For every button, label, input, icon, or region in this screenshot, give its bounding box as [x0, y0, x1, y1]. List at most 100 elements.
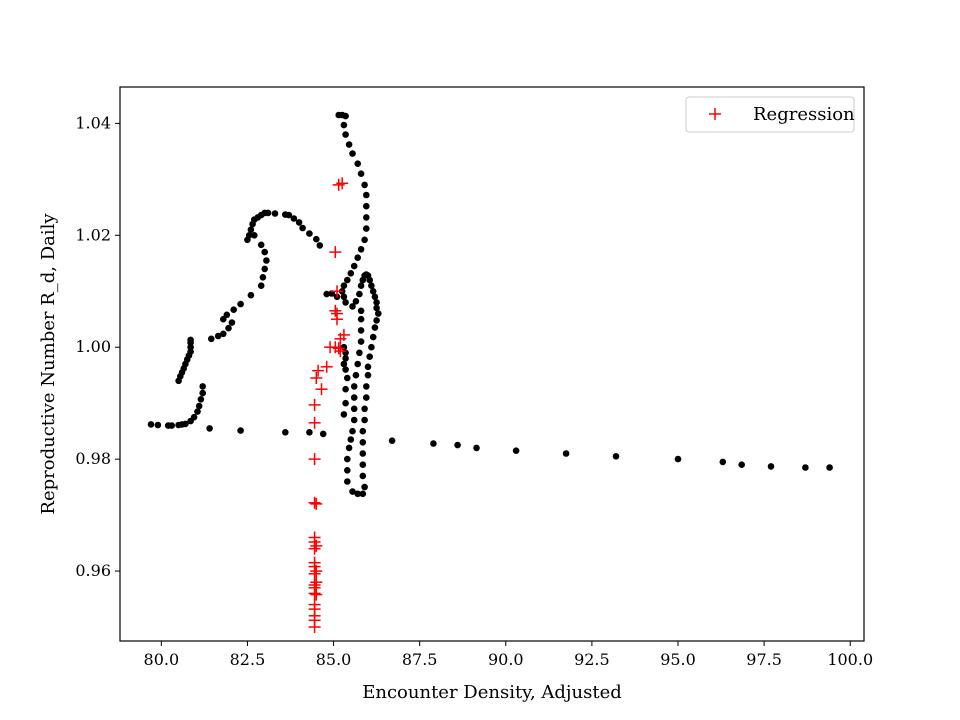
data-point-observed: [290, 215, 298, 222]
data-point-observed: [375, 310, 382, 317]
data-point-observed: [366, 353, 374, 361]
data-point-regression: [331, 285, 343, 298]
y-tick-label: 1.00: [75, 337, 111, 356]
data-point-observed: [356, 290, 363, 298]
data-point-observed: [354, 490, 362, 498]
data-point-observed: [366, 276, 374, 284]
y-axis-ticks: 0.96 0.98 1.00 1.02 1.04: [75, 113, 120, 580]
data-point-observed: [342, 112, 349, 120]
data-point-observed: [340, 343, 348, 351]
data-point-regression: [310, 565, 323, 578]
data-point-observed: [182, 420, 189, 428]
data-point-observed: [352, 371, 360, 379]
data-point-observed: [168, 422, 175, 429]
legend-box: [685, 96, 855, 133]
data-point-observed: [354, 160, 362, 167]
data-point-observed: [363, 202, 370, 210]
data-point-observed: [357, 315, 365, 323]
data-point-observed: [342, 366, 349, 373]
data-point-regression: [332, 342, 345, 355]
data-point-observed: [350, 394, 358, 401]
data-point-observed: [364, 363, 372, 371]
data-point-observed: [361, 236, 368, 244]
data-point-observed: [350, 405, 358, 413]
data-point-observed: [473, 444, 480, 452]
data-point-observed: [350, 416, 358, 424]
data-point-regression: [320, 360, 333, 373]
y-tick-label: 1.04: [75, 113, 111, 132]
data-point-observed: [802, 464, 809, 471]
x-tick-label: 85.0: [316, 650, 352, 669]
data-point-observed: [345, 141, 353, 148]
data-point-observed: [357, 307, 365, 315]
data-point-observed: [359, 427, 367, 435]
data-point-observed: [352, 298, 360, 305]
data-point-observed: [190, 413, 198, 421]
data-point-regression: [308, 587, 321, 600]
data-point-observed: [357, 338, 365, 345]
data-point-regression: [308, 453, 321, 466]
data-point-observed: [363, 214, 370, 221]
data-point-observed: [369, 288, 377, 295]
data-point-observed: [340, 411, 348, 418]
data-point-observed: [364, 371, 372, 379]
data-point-observed: [237, 300, 244, 308]
data-point-observed: [357, 327, 365, 334]
data-point-observed: [454, 441, 461, 449]
data-point-observed: [349, 150, 356, 157]
data-point-observed: [323, 290, 331, 298]
data-point-regression: [312, 364, 325, 377]
data-point-regression: [308, 542, 321, 555]
data-point-observed: [271, 210, 279, 217]
data-point-observed: [195, 402, 203, 410]
data-point-observed: [350, 383, 358, 390]
data-point-observed: [357, 170, 365, 177]
legend-marker-plus: [709, 108, 721, 120]
data-point-observed: [147, 421, 155, 428]
x-tick-label: 82.5: [230, 650, 266, 669]
data-point-observed: [261, 248, 269, 256]
data-point-regression: [336, 177, 349, 190]
y-tick-label: 0.96: [75, 561, 111, 580]
data-point-observed: [373, 317, 380, 324]
data-point-observed: [347, 270, 355, 277]
x-tick-label: 87.5: [402, 650, 438, 669]
data-point-observed: [187, 336, 194, 344]
data-point-observed: [319, 430, 327, 438]
data-point-observed: [361, 405, 368, 413]
data-point-observed: [261, 265, 269, 273]
legend-label-regression: Regression: [753, 104, 855, 125]
data-point-observed: [363, 191, 370, 199]
data-point-observed: [826, 464, 833, 471]
data-point-observed: [264, 209, 272, 217]
data-point-observed: [259, 274, 267, 281]
data-point-observed: [359, 461, 367, 469]
data-point-observed: [354, 360, 362, 368]
y-tick-label: 0.98: [75, 449, 111, 468]
data-point-observed: [345, 444, 353, 452]
data-point-regression: [308, 398, 321, 411]
data-point-observed: [363, 394, 370, 401]
data-point-observed: [306, 429, 313, 436]
data-point-observed: [347, 436, 355, 443]
data-point-regression: [308, 621, 321, 633]
data-point-regression: [329, 304, 342, 317]
data-point-observed: [194, 408, 201, 415]
data-point-observed: [430, 440, 437, 447]
data-point-observed: [363, 383, 370, 390]
y-axis-label: Reproductive Number R_d, Daily: [38, 213, 59, 515]
data-point-observed: [251, 232, 258, 239]
data-point-observed: [373, 304, 380, 312]
data-point-observed: [368, 282, 375, 290]
data-point-observed: [369, 333, 377, 341]
data-point-observed: [674, 455, 682, 463]
data-point-observed: [313, 235, 320, 243]
data-point-observed: [371, 293, 379, 301]
plot-frame: [119, 86, 865, 642]
x-axis-label: Encounter Density, Adjusted: [362, 682, 622, 703]
data-point-observed: [306, 230, 313, 237]
data-point-observed: [342, 355, 349, 362]
data-point-observed: [206, 425, 213, 432]
data-point-observed: [295, 219, 303, 226]
data-point-observed: [299, 224, 306, 232]
